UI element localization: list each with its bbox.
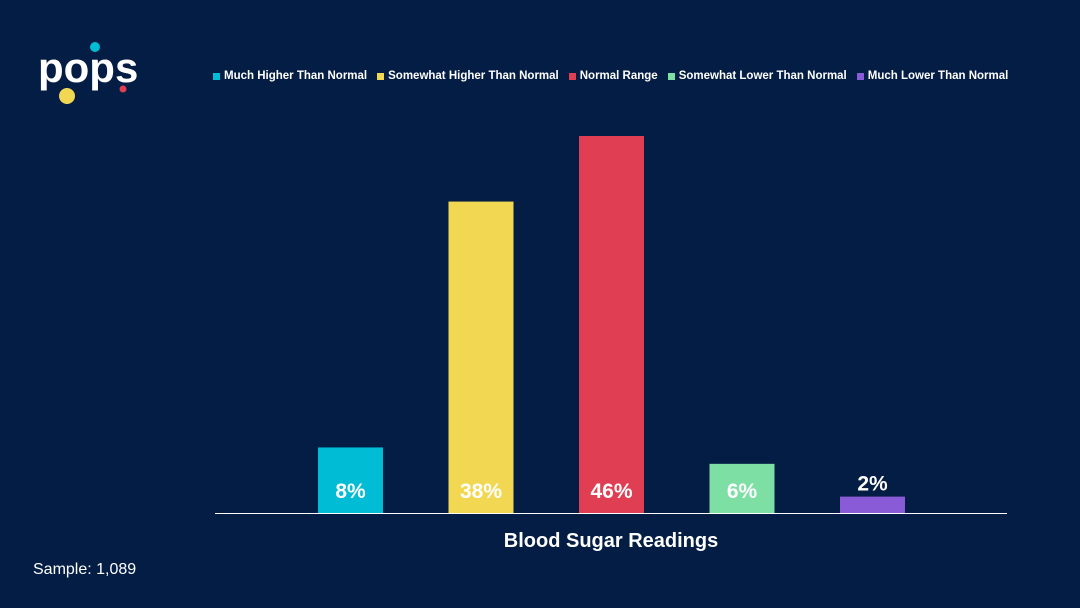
- logo-dot-yellow: [59, 88, 75, 104]
- legend-swatch: [377, 72, 385, 80]
- legend-label: Somewhat Lower Than Normal: [678, 70, 847, 82]
- logo-dot-red: [119, 85, 127, 93]
- bar-value-label: 2%: [857, 473, 888, 496]
- bar-value-label: 6%: [727, 480, 758, 503]
- x-axis-label: Blood Sugar Readings: [503, 530, 719, 552]
- bar-value-label: 38%: [460, 480, 502, 503]
- bar-value-label: 8%: [335, 480, 366, 503]
- bar: [709, 463, 775, 513]
- bar: [840, 496, 905, 513]
- legend-label: Much Lower Than Normal: [867, 70, 1009, 82]
- legend-swatch: [568, 72, 576, 80]
- legend-item: Somewhat Lower Than Normal: [667, 70, 847, 82]
- legend-item: Somewhat Higher Than Normal: [377, 70, 559, 82]
- legend-label: Normal Range: [579, 70, 658, 82]
- bar: [318, 447, 383, 513]
- pops-logo: pops: [38, 42, 138, 104]
- legend-item: Normal Range: [568, 70, 658, 82]
- legend-item: Much Higher Than Normal: [213, 70, 367, 82]
- bar: [579, 136, 644, 513]
- chart-legend: Much Higher Than Normal Somewhat Higher T…: [213, 70, 1008, 82]
- legend-label: Somewhat Higher Than Normal: [388, 70, 559, 82]
- legend-label: Much Higher Than Normal: [224, 70, 368, 82]
- sample-size-note: Sample: 1,089: [33, 561, 137, 578]
- legend-swatch: [667, 72, 675, 80]
- logo-wordmark: pops: [38, 44, 138, 91]
- logo-dot-teal: [90, 42, 100, 52]
- bar-value-label: 46%: [590, 480, 632, 503]
- legend-swatch: [856, 72, 864, 80]
- legend-swatch: [213, 72, 220, 80]
- bar: [448, 201, 514, 513]
- legend-item: Much Lower Than Normal: [856, 70, 1009, 82]
